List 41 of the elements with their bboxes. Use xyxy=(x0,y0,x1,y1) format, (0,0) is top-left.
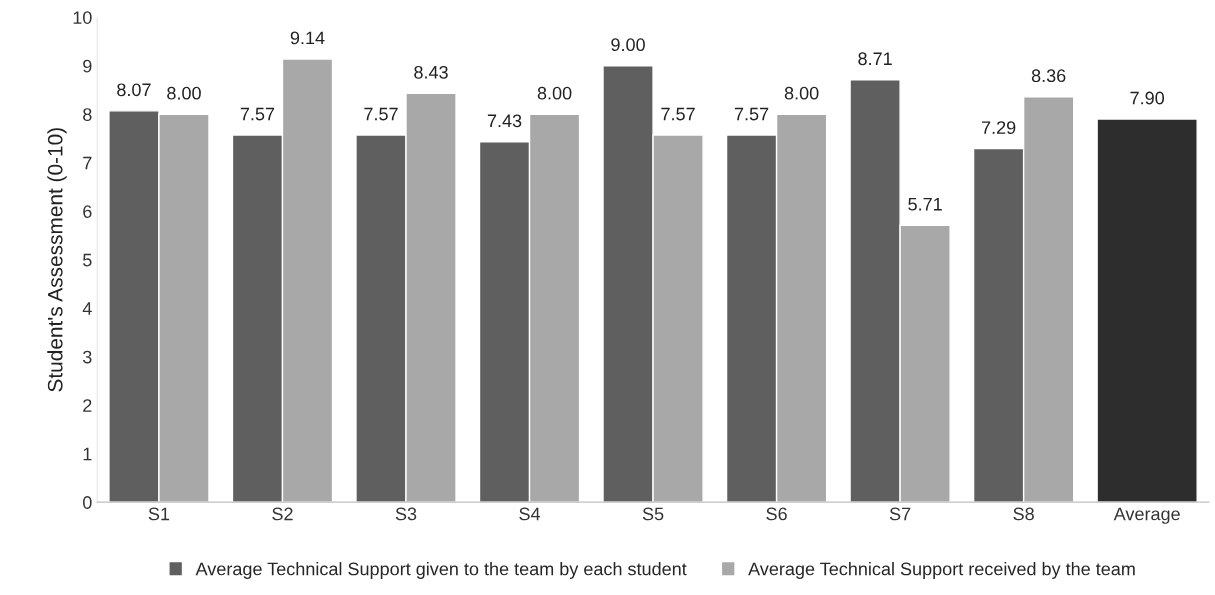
x-tick-label: Average xyxy=(1113,507,1180,524)
x-tick-label: S7 xyxy=(889,507,911,521)
data-label: 8.00 xyxy=(167,86,201,100)
data-label: 7.90 xyxy=(1130,91,1165,105)
x-tick-label: S6 xyxy=(766,507,787,521)
legend-label: Average Technical Support received by the team xyxy=(748,562,1135,579)
data-label: 7.57 xyxy=(364,107,398,121)
y-tick-label: 6 xyxy=(83,205,92,218)
y-tick-label: 2 xyxy=(83,399,92,412)
data-label: 7.57 xyxy=(661,107,695,121)
bar xyxy=(1096,118,1198,503)
legend-label: Average Technical Support given to the team by each student xyxy=(195,562,687,579)
y-tick-label: 0 xyxy=(83,496,92,509)
data-label: 7.57 xyxy=(240,107,275,121)
y-tick-label: 8 xyxy=(83,108,92,121)
y-axis-title: Student's Assessment (0-10) xyxy=(47,128,67,392)
y-tick-label: 3 xyxy=(82,350,92,364)
y-tick-label: 1 xyxy=(83,447,92,461)
data-label: 9.14 xyxy=(290,31,325,45)
x-tick-label: S1 xyxy=(148,507,170,521)
y-tick-label: 7 xyxy=(83,156,92,170)
data-label: 7.43 xyxy=(487,114,522,128)
x-tick-label: S4 xyxy=(519,507,541,521)
data-label: 8.07 xyxy=(117,83,151,97)
x-tick-label: S3 xyxy=(395,507,417,521)
data-label: 8.36 xyxy=(1031,69,1066,83)
data-label: 7.29 xyxy=(981,121,1016,134)
data-label: 8.71 xyxy=(858,52,892,66)
data-label: 9.00 xyxy=(611,38,645,52)
data-label: 8.00 xyxy=(537,86,572,100)
x-tick-label: S2 xyxy=(272,507,293,521)
y-tick-label: 4 xyxy=(82,302,92,315)
data-label: 7.57 xyxy=(734,107,769,121)
y-tick-label: 5 xyxy=(83,253,92,267)
x-tick-label: S8 xyxy=(1013,507,1034,521)
y-tick-label: 10 xyxy=(73,11,92,24)
x-tick-label: S5 xyxy=(642,507,664,521)
y-tick-label: 9 xyxy=(83,59,92,73)
data-label: 8.00 xyxy=(784,86,819,100)
data-label: 5.71 xyxy=(908,198,942,211)
data-label: 8.43 xyxy=(414,65,448,79)
